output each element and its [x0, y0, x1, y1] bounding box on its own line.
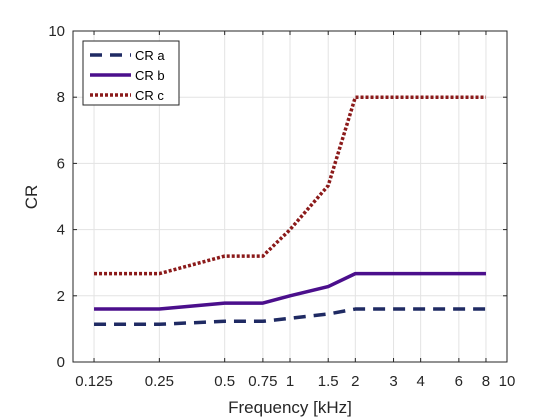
x-tick-label: 0.5	[214, 373, 235, 390]
x-tick-label: 2	[351, 373, 359, 390]
series-line-cr-b	[94, 271, 486, 311]
x-tick-label: 1.5	[318, 373, 339, 390]
axis-ticks: 0.125 0.25 0.5 0.75 1 1.5 2 3 4 6 8 10 0 2 4 6 8 10	[48, 23, 515, 390]
legend-label: CR b	[135, 68, 165, 83]
y-tick-label: 2	[57, 288, 65, 305]
series-line-cr-c	[94, 95, 486, 276]
x-tick-label: 6	[455, 373, 463, 390]
x-tick-label: 8	[482, 373, 490, 390]
x-axis-label: Frequency [kHz]	[228, 398, 352, 417]
x-tick-label: 10	[499, 373, 516, 390]
x-tick-label: 1	[286, 373, 294, 390]
x-tick-label: 4	[416, 373, 424, 390]
x-tick-label: 0.75	[248, 373, 277, 390]
y-tick-label: 4	[57, 222, 65, 239]
series-line-cr-a	[94, 307, 486, 327]
legend-label: CR c	[135, 88, 164, 103]
legend: CR a CR b CR c	[82, 40, 180, 106]
y-axis-label: CR	[22, 185, 41, 210]
x-tick-label: 3	[389, 373, 397, 390]
series-lines	[94, 95, 486, 327]
y-tick-label: 6	[57, 155, 65, 172]
x-tick-label: 0.125	[75, 373, 113, 390]
legend-label: CR a	[135, 48, 165, 63]
x-tick-label: 0.25	[145, 373, 174, 390]
y-tick-label: 0	[57, 354, 65, 371]
y-tick-label: 10	[48, 23, 65, 40]
y-tick-label: 8	[57, 89, 65, 106]
